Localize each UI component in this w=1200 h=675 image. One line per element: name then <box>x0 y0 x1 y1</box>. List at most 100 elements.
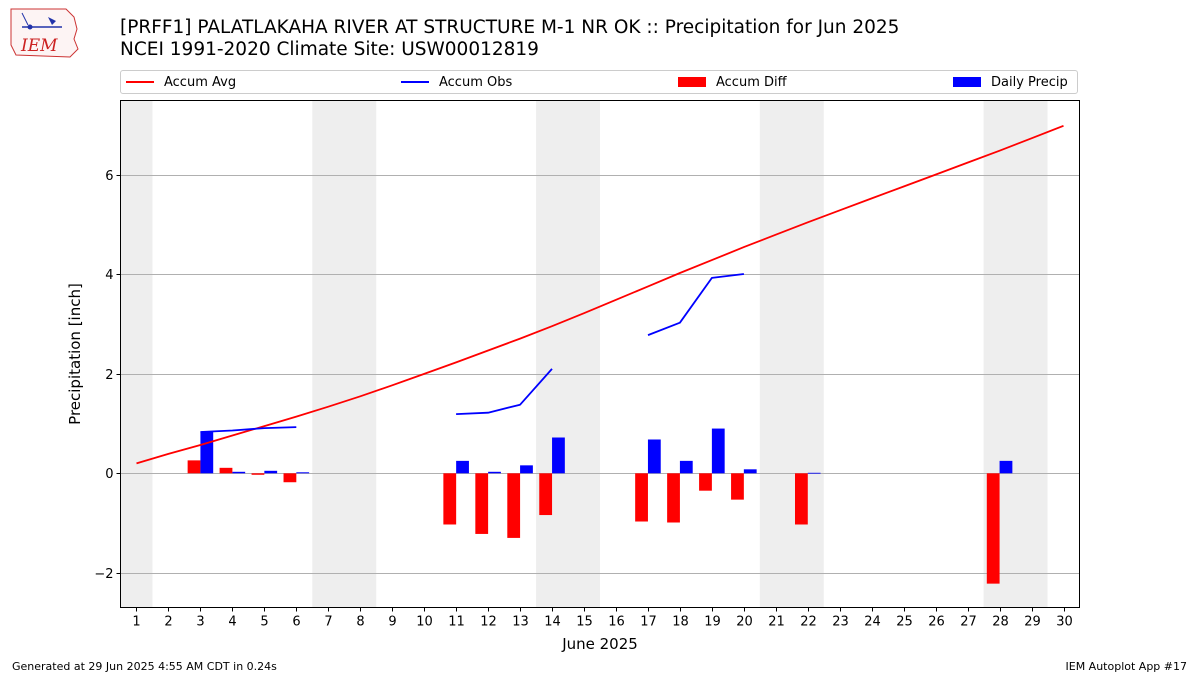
footer-generated-text: Generated at 29 Jun 2025 4:55 AM CDT in … <box>12 660 277 673</box>
x-tick-label: 28 <box>992 615 1009 630</box>
accum-diff-bar <box>443 473 457 525</box>
chart-title-line2: NCEI 1991-2020 Climate Site: USW00012819 <box>120 39 539 60</box>
y-tick-label: 2 <box>105 368 113 383</box>
weekend-band-0 <box>120 100 153 608</box>
y-tick-label: 6 <box>105 169 113 184</box>
x-tick-label: 29 <box>1024 615 1041 630</box>
legend-swatch-accum-diff <box>678 77 706 87</box>
x-tick-label: 3 <box>196 615 204 630</box>
x-tick-label: 14 <box>544 615 561 630</box>
weekend-band-3 <box>759 100 824 608</box>
x-tick-label: 20 <box>736 615 753 630</box>
daily-precip-bar <box>711 428 725 474</box>
daily-precip-bar <box>647 439 661 474</box>
accum-obs-line <box>456 368 553 415</box>
x-tick-label: 25 <box>896 615 913 630</box>
x-tick-label: 27 <box>960 615 977 630</box>
accum-obs-line <box>647 273 745 336</box>
accum-diff-bar <box>794 473 808 525</box>
accum-diff-bar <box>539 473 553 516</box>
x-tick-label: 5 <box>260 615 268 630</box>
accum-diff-bar <box>219 467 233 474</box>
x-tick-label: 23 <box>832 615 849 630</box>
weekend-band-4 <box>983 100 1048 608</box>
x-tick-label: 30 <box>1056 615 1073 630</box>
legend-item-accum-obs: Accum Obs <box>401 71 512 93</box>
accum-diff-bar <box>283 473 297 483</box>
daily-precip-bar <box>552 437 565 474</box>
accum-diff-bar <box>667 473 680 523</box>
accum-diff-bar <box>731 473 744 500</box>
x-tick-label: 13 <box>512 615 529 630</box>
x-tick-label: 8 <box>356 615 364 630</box>
legend-label-accum-obs: Accum Obs <box>439 74 513 90</box>
iowa-outline-icon <box>10 8 79 58</box>
accum-diff-bar <box>475 473 489 534</box>
legend-item-accum-diff: Accum Diff <box>678 71 787 93</box>
grid-lines <box>120 175 1080 574</box>
x-tick-label: 24 <box>864 615 881 630</box>
legend-item-daily-precip: Daily Precip <box>953 71 1068 93</box>
daily-precip-bar <box>679 460 693 474</box>
accum-diff-bar <box>986 473 1000 584</box>
line-marks <box>136 124 1064 465</box>
x-tick-label: 15 <box>576 615 593 630</box>
accum-diff-bar <box>187 460 201 474</box>
accum-avg-line <box>136 124 1064 465</box>
accum-diff-bar <box>635 473 648 522</box>
chart-legend: Accum Avg Accum Obs Accum Diff Daily Pre… <box>120 70 1078 94</box>
y-tick-label: −2 <box>94 567 113 582</box>
y-axis-label: Precipitation [inch] <box>66 283 84 425</box>
footer-app-label: IEM Autoplot App #17 <box>1065 660 1188 673</box>
legend-swatch-accum-avg <box>126 81 154 83</box>
legend-swatch-accum-obs <box>401 81 429 83</box>
daily-precip-bar <box>743 469 757 474</box>
logo-text: IEM <box>20 36 58 56</box>
accum-obs-line <box>200 426 297 433</box>
daily-precip-bar <box>232 471 246 474</box>
legend-item-accum-avg: Accum Avg <box>126 71 236 93</box>
daily-precip-bar <box>488 471 501 474</box>
daily-precip-bar <box>200 432 214 474</box>
iem-logo: IEM <box>10 8 79 58</box>
chart-title-line1: [PRFF1] PALATLAKAHA RIVER AT STRUCTURE M… <box>120 17 900 38</box>
x-tick-label: 16 <box>608 615 625 630</box>
bar-marks <box>187 428 1013 584</box>
x-tick-label: 18 <box>672 615 689 630</box>
x-tick-label: 12 <box>480 615 497 630</box>
daily-precip-bar <box>264 470 278 474</box>
x-tick-label: 22 <box>800 615 817 630</box>
daily-precip-bar <box>296 472 310 474</box>
weekend-band-2 <box>536 100 600 608</box>
x-axis-label: June 2025 <box>561 635 638 653</box>
x-tick-label: 7 <box>324 615 332 630</box>
x-tick-label: 1 <box>132 615 140 630</box>
x-tick-label: 21 <box>768 615 785 630</box>
daily-precip-bar <box>807 472 821 474</box>
x-tick-label: 17 <box>640 615 657 630</box>
x-tick-label: 4 <box>228 615 236 630</box>
accum-diff-bar <box>507 473 521 538</box>
legend-label-daily-precip: Daily Precip <box>991 74 1068 90</box>
x-tick-label: 10 <box>416 615 433 630</box>
y-tick-label: 4 <box>105 268 113 283</box>
x-tick-label: 19 <box>704 615 721 630</box>
x-tick-label: 6 <box>292 615 300 630</box>
x-tick-label: 2 <box>164 615 172 630</box>
y-tick-label: 0 <box>105 467 113 482</box>
weekend-shading <box>120 100 1048 608</box>
legend-swatch-daily-precip <box>953 77 981 87</box>
daily-precip-bar <box>520 465 533 474</box>
legend-label-accum-diff: Accum Diff <box>716 74 787 90</box>
plot-frame <box>120 100 1080 608</box>
accum-diff-bar <box>699 473 712 491</box>
x-tick-label: 26 <box>928 615 945 630</box>
accum-diff-bar <box>251 473 265 475</box>
legend-label-accum-avg: Accum Avg <box>164 74 237 90</box>
x-tick-label: 9 <box>388 615 396 630</box>
daily-precip-bar <box>999 460 1013 474</box>
weekend-band-1 <box>312 100 377 608</box>
x-tick-label: 11 <box>448 615 465 630</box>
